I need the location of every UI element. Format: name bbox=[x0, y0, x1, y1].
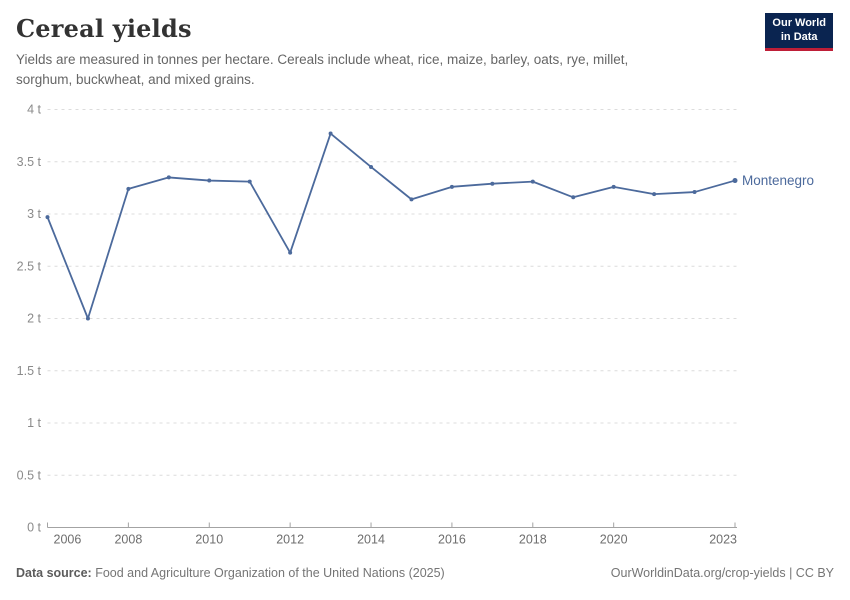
data-line bbox=[46, 132, 736, 320]
data-source-text: Food and Agriculture Organization of the… bbox=[91, 566, 445, 580]
y-tick-label: 2 t bbox=[27, 312, 41, 326]
data-point bbox=[247, 179, 252, 184]
data-point bbox=[449, 184, 454, 189]
footer-link[interactable]: OurWorldinData.org/crop-yields | CC BY bbox=[610, 566, 834, 580]
data-point bbox=[45, 215, 50, 220]
data-point bbox=[207, 178, 212, 183]
x-tick-label: 2016 bbox=[438, 533, 466, 547]
chart-area: 0 t 0.5 t 1 t 1.5 t 2 t 2.5 t 3 t 3.5 t 4 t 2006 2… bbox=[0, 98, 850, 563]
data-point bbox=[692, 190, 697, 195]
subtitle-line-2: sorghum, buckwheat, and mixed grains. bbox=[16, 71, 255, 87]
chart-header: Cereal yields Yields are measured in ton… bbox=[0, 0, 850, 89]
owid-logo-line-2: in Data bbox=[780, 30, 818, 43]
x-tick-label: 2023 bbox=[709, 533, 737, 547]
y-tick-label: 0 t bbox=[27, 521, 41, 535]
data-source-label: Data source: bbox=[16, 566, 92, 580]
owid-logo-line-1: Our World bbox=[772, 17, 826, 29]
x-tick-label: 2020 bbox=[600, 533, 628, 547]
data-point bbox=[85, 316, 90, 321]
x-tick-label: 2006 bbox=[54, 533, 82, 547]
data-point bbox=[328, 131, 333, 136]
data-point bbox=[530, 179, 535, 184]
data-source-note: Data source: Food and Agriculture Organi… bbox=[16, 566, 445, 580]
owid-logo[interactable]: Our World in Data bbox=[765, 13, 833, 51]
chart-footer: Data source: Food and Agriculture Organi… bbox=[16, 566, 834, 580]
y-tick-label: 3.5 t bbox=[17, 155, 42, 169]
data-point bbox=[732, 178, 738, 184]
chart-subtitle: Yields are measured in tonnes per hectar… bbox=[16, 50, 716, 89]
data-point bbox=[571, 195, 576, 200]
data-point bbox=[166, 175, 171, 180]
x-tick-label: 2010 bbox=[195, 533, 223, 547]
series-label: Montenegro bbox=[742, 173, 814, 188]
data-point bbox=[288, 250, 293, 255]
y-tick-label: 1.5 t bbox=[17, 364, 42, 378]
y-tick-label: 3 t bbox=[27, 207, 41, 221]
data-point bbox=[611, 184, 616, 189]
y-tick-label: 2.5 t bbox=[17, 259, 42, 273]
data-point bbox=[409, 197, 414, 202]
x-tick-label: 2012 bbox=[276, 533, 304, 547]
data-point bbox=[652, 192, 657, 197]
y-tick-label: 4 t bbox=[27, 103, 41, 117]
x-tick-label: 2008 bbox=[114, 533, 142, 547]
y-tick-label: 0.5 t bbox=[17, 468, 42, 482]
data-point bbox=[490, 181, 495, 186]
page-title: Cereal yields bbox=[16, 14, 192, 43]
y-tick-label: 1 t bbox=[27, 416, 41, 430]
x-tick-label: 2014 bbox=[357, 533, 385, 547]
line-chart-canvas[interactable]: 0 t 0.5 t 1 t 1.5 t 2 t 2.5 t 3 t 3.5 t 4 t 2006 2… bbox=[0, 98, 850, 558]
x-tick-label: 2018 bbox=[519, 533, 547, 547]
data-point bbox=[126, 186, 131, 191]
subtitle-line-1: Yields are measured in tonnes per hectar… bbox=[16, 52, 629, 67]
data-point bbox=[369, 164, 374, 169]
